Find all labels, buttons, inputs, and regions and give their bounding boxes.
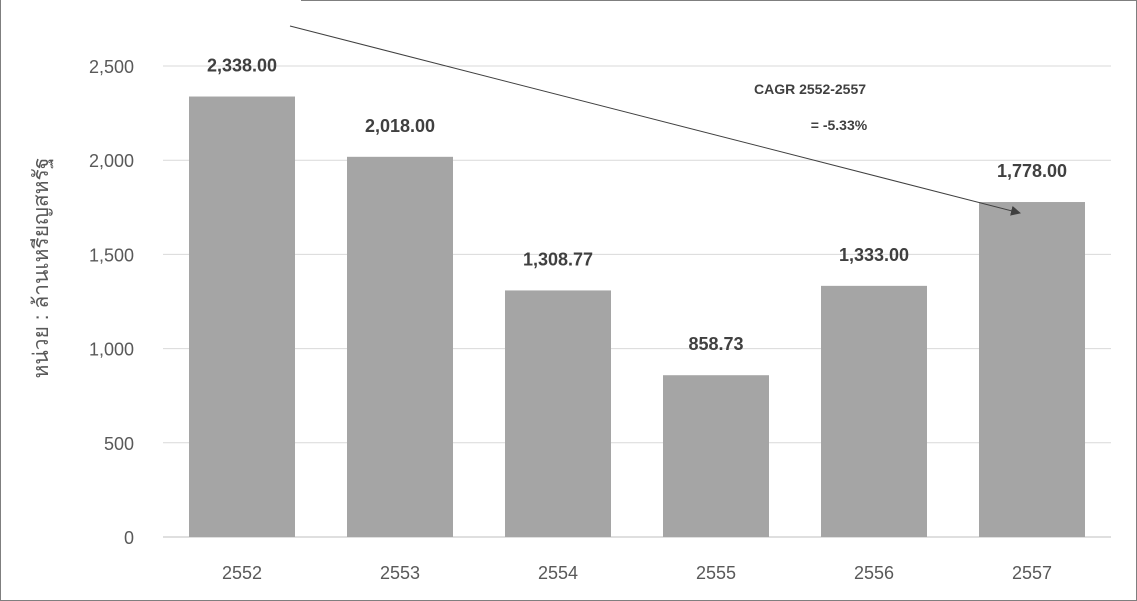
cagr-annotation-title: CAGR 2552-2557 [754, 81, 866, 97]
y-tick-label: 0 [124, 528, 134, 548]
gridlines [163, 65, 1111, 538]
cagr-annotation-value: = -5.33% [811, 117, 868, 133]
y-tick-label: 1,500 [89, 245, 134, 265]
bar [663, 375, 769, 537]
bar [505, 290, 611, 537]
bar-value-label: 1,308.77 [523, 249, 593, 269]
y-axis-label: หน่วย : ล้านเหรียญสหรัฐ [30, 158, 53, 379]
x-tick-label: 2553 [380, 563, 420, 583]
bar [347, 156, 453, 537]
data-labels: 2,338.00 2,018.00 1,308.77 858.73 1,333.00 1,… [207, 56, 1067, 355]
x-axis-ticks: 2552 2553 2554 2555 2556 2557 [222, 563, 1052, 583]
bar [979, 202, 1085, 538]
bar [821, 285, 927, 537]
y-tick-label: 2,000 [89, 151, 134, 171]
y-tick-label: 1,000 [89, 340, 134, 360]
bar-value-label: 2,338.00 [207, 56, 277, 76]
x-tick-label: 2555 [696, 563, 736, 583]
y-axis-ticks: 0 500 1,000 1,500 2,000 2,500 [89, 57, 134, 548]
bar-value-label: 2,018.00 [365, 116, 435, 136]
x-tick-label: 2557 [1012, 563, 1052, 583]
x-tick-label: 2556 [854, 563, 894, 583]
x-tick-label: 2552 [222, 563, 262, 583]
bars [189, 96, 1085, 538]
bar-value-label: 858.73 [688, 334, 743, 354]
y-tick-label: 500 [104, 434, 134, 454]
bar-value-label: 1,333.00 [839, 245, 909, 265]
y-tick-label: 2,500 [89, 57, 134, 77]
x-tick-label: 2554 [538, 563, 578, 583]
bar [189, 96, 295, 537]
cagr-trend-arrow [289, 25, 1021, 216]
chart-frame-top [301, 0, 1136, 1]
bar-value-label: 1,778.00 [997, 161, 1067, 181]
